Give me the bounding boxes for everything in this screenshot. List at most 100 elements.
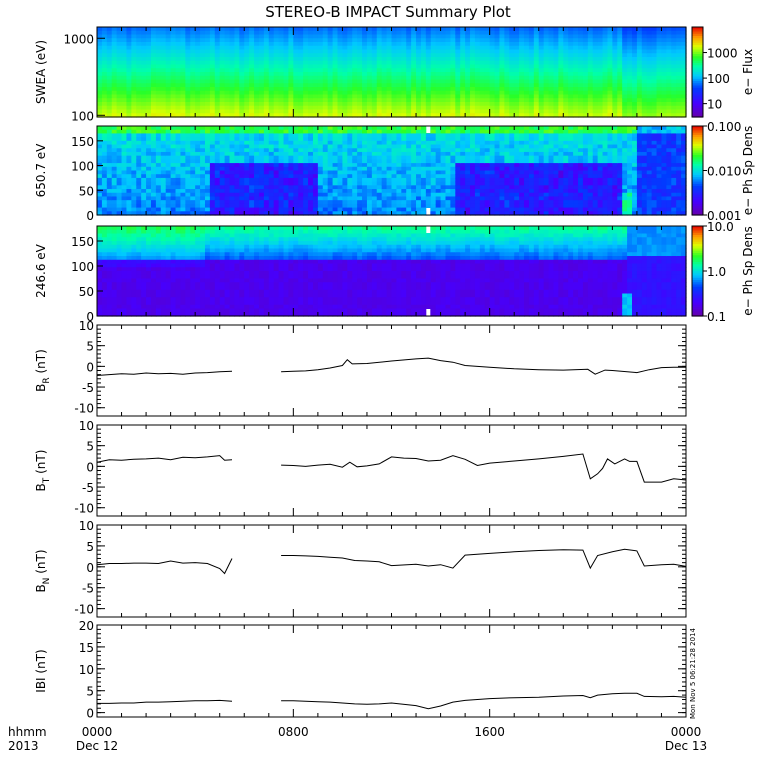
heatmap-cell bbox=[312, 148, 319, 153]
heatmap-cell bbox=[303, 185, 309, 190]
heatmap-cell bbox=[352, 57, 358, 62]
heatmap-cell bbox=[470, 105, 476, 111]
heatmap-cell bbox=[381, 27, 388, 32]
heatmap-cell bbox=[445, 177, 451, 183]
heatmap-cell bbox=[406, 151, 412, 157]
heatmap-cell bbox=[366, 177, 373, 183]
heatmap-cell bbox=[489, 57, 496, 62]
heatmap-cell bbox=[308, 98, 314, 103]
heatmap-cell bbox=[283, 60, 290, 66]
heatmap-cell bbox=[455, 189, 461, 194]
heatmap-cell bbox=[357, 27, 363, 32]
heatmap-cell bbox=[371, 203, 378, 209]
heatmap-cell bbox=[666, 42, 672, 47]
heatmap-cell bbox=[200, 30, 206, 36]
heatmap-cell bbox=[612, 109, 618, 114]
heatmap-cell bbox=[416, 207, 422, 212]
heatmap-cell bbox=[366, 90, 373, 96]
heatmap-cell bbox=[578, 90, 584, 96]
heatmap-cell bbox=[420, 203, 427, 209]
heatmap-cell bbox=[627, 57, 633, 62]
heatmap-cell bbox=[244, 45, 250, 51]
heatmap-cell bbox=[293, 113, 299, 118]
heatmap-cell bbox=[582, 72, 589, 77]
heatmap-cell bbox=[445, 200, 451, 205]
heatmap-cell bbox=[646, 79, 653, 84]
heatmap-cell bbox=[101, 159, 108, 164]
heatmap-cell bbox=[116, 196, 123, 201]
heatmap-cell bbox=[150, 109, 157, 114]
heatmap-cell bbox=[204, 126, 211, 131]
heatmap-cell bbox=[101, 174, 108, 179]
heatmap-cell bbox=[489, 72, 496, 77]
heatmap-cell bbox=[376, 137, 383, 142]
heatmap-cell bbox=[263, 27, 270, 32]
heatmap-cell bbox=[190, 181, 196, 186]
heatmap-cell bbox=[362, 166, 368, 172]
heatmap-cell bbox=[656, 105, 663, 111]
heatmap-cell bbox=[499, 53, 505, 58]
heatmap-cell bbox=[401, 133, 407, 138]
heatmap-cell bbox=[136, 72, 142, 77]
heatmap-cell bbox=[131, 126, 137, 131]
heatmap-cell bbox=[165, 133, 172, 138]
heatmap-cell bbox=[450, 203, 456, 209]
heatmap-cell bbox=[146, 151, 152, 157]
heatmap-cell bbox=[627, 94, 633, 99]
heatmap-cell bbox=[661, 27, 667, 32]
heatmap-cell bbox=[141, 211, 147, 216]
heatmap-cell bbox=[175, 72, 182, 77]
heatmap-cell bbox=[602, 45, 609, 51]
heatmap-cell bbox=[165, 45, 172, 51]
heatmap-cell bbox=[141, 38, 147, 43]
heatmap-cell bbox=[381, 42, 388, 47]
heatmap-cell bbox=[489, 196, 496, 201]
heatmap-cell bbox=[391, 53, 398, 58]
heatmap-cell bbox=[136, 189, 142, 194]
heatmap-cell bbox=[362, 72, 368, 77]
heatmap-cell bbox=[214, 102, 221, 107]
heatmap-cell bbox=[499, 192, 505, 198]
heatmap-cell bbox=[425, 196, 432, 201]
heatmap-cell bbox=[470, 126, 476, 131]
heatmap-cell bbox=[401, 98, 407, 103]
heatmap-cell bbox=[504, 185, 510, 190]
heatmap-cell bbox=[342, 75, 348, 81]
heatmap-cell bbox=[636, 94, 643, 99]
heatmap-cell bbox=[528, 53, 535, 58]
heatmap-cell bbox=[278, 72, 285, 77]
heatmap-cell bbox=[327, 83, 334, 88]
heatmap-cell bbox=[283, 64, 290, 69]
heatmap-cell bbox=[587, 30, 594, 36]
heatmap-cell bbox=[106, 192, 113, 198]
heatmap-cell bbox=[200, 196, 206, 201]
heatmap-cell bbox=[141, 181, 147, 186]
heatmap-cell bbox=[494, 45, 501, 51]
heatmap-cell bbox=[406, 113, 412, 118]
heatmap-cell bbox=[229, 170, 236, 175]
heatmap-cell bbox=[376, 27, 383, 32]
heatmap-cell bbox=[455, 159, 461, 164]
heatmap-cell bbox=[268, 185, 275, 190]
heatmap-cell bbox=[131, 90, 137, 96]
heatmap-cell bbox=[671, 53, 677, 58]
heatmap-cell bbox=[553, 105, 559, 111]
heatmap-cell bbox=[303, 42, 309, 47]
heatmap-cell bbox=[239, 113, 245, 118]
heatmap-cell bbox=[224, 30, 231, 36]
heatmap-cell bbox=[381, 155, 388, 160]
heatmap-cell bbox=[460, 211, 466, 216]
heatmap-cell bbox=[548, 60, 555, 66]
heatmap-cell bbox=[116, 113, 123, 118]
heatmap-cell bbox=[209, 129, 216, 135]
heatmap-cell bbox=[146, 174, 152, 179]
heatmap-cell bbox=[445, 79, 451, 84]
heatmap-cell bbox=[470, 211, 476, 216]
heatmap-cell bbox=[391, 87, 398, 92]
heatmap-cell bbox=[273, 137, 280, 142]
heatmap-cell bbox=[229, 166, 236, 172]
heatmap-cell bbox=[126, 105, 132, 111]
heatmap-cell bbox=[322, 83, 329, 88]
heatmap-cell bbox=[111, 102, 118, 107]
heatmap-cell bbox=[332, 166, 339, 172]
